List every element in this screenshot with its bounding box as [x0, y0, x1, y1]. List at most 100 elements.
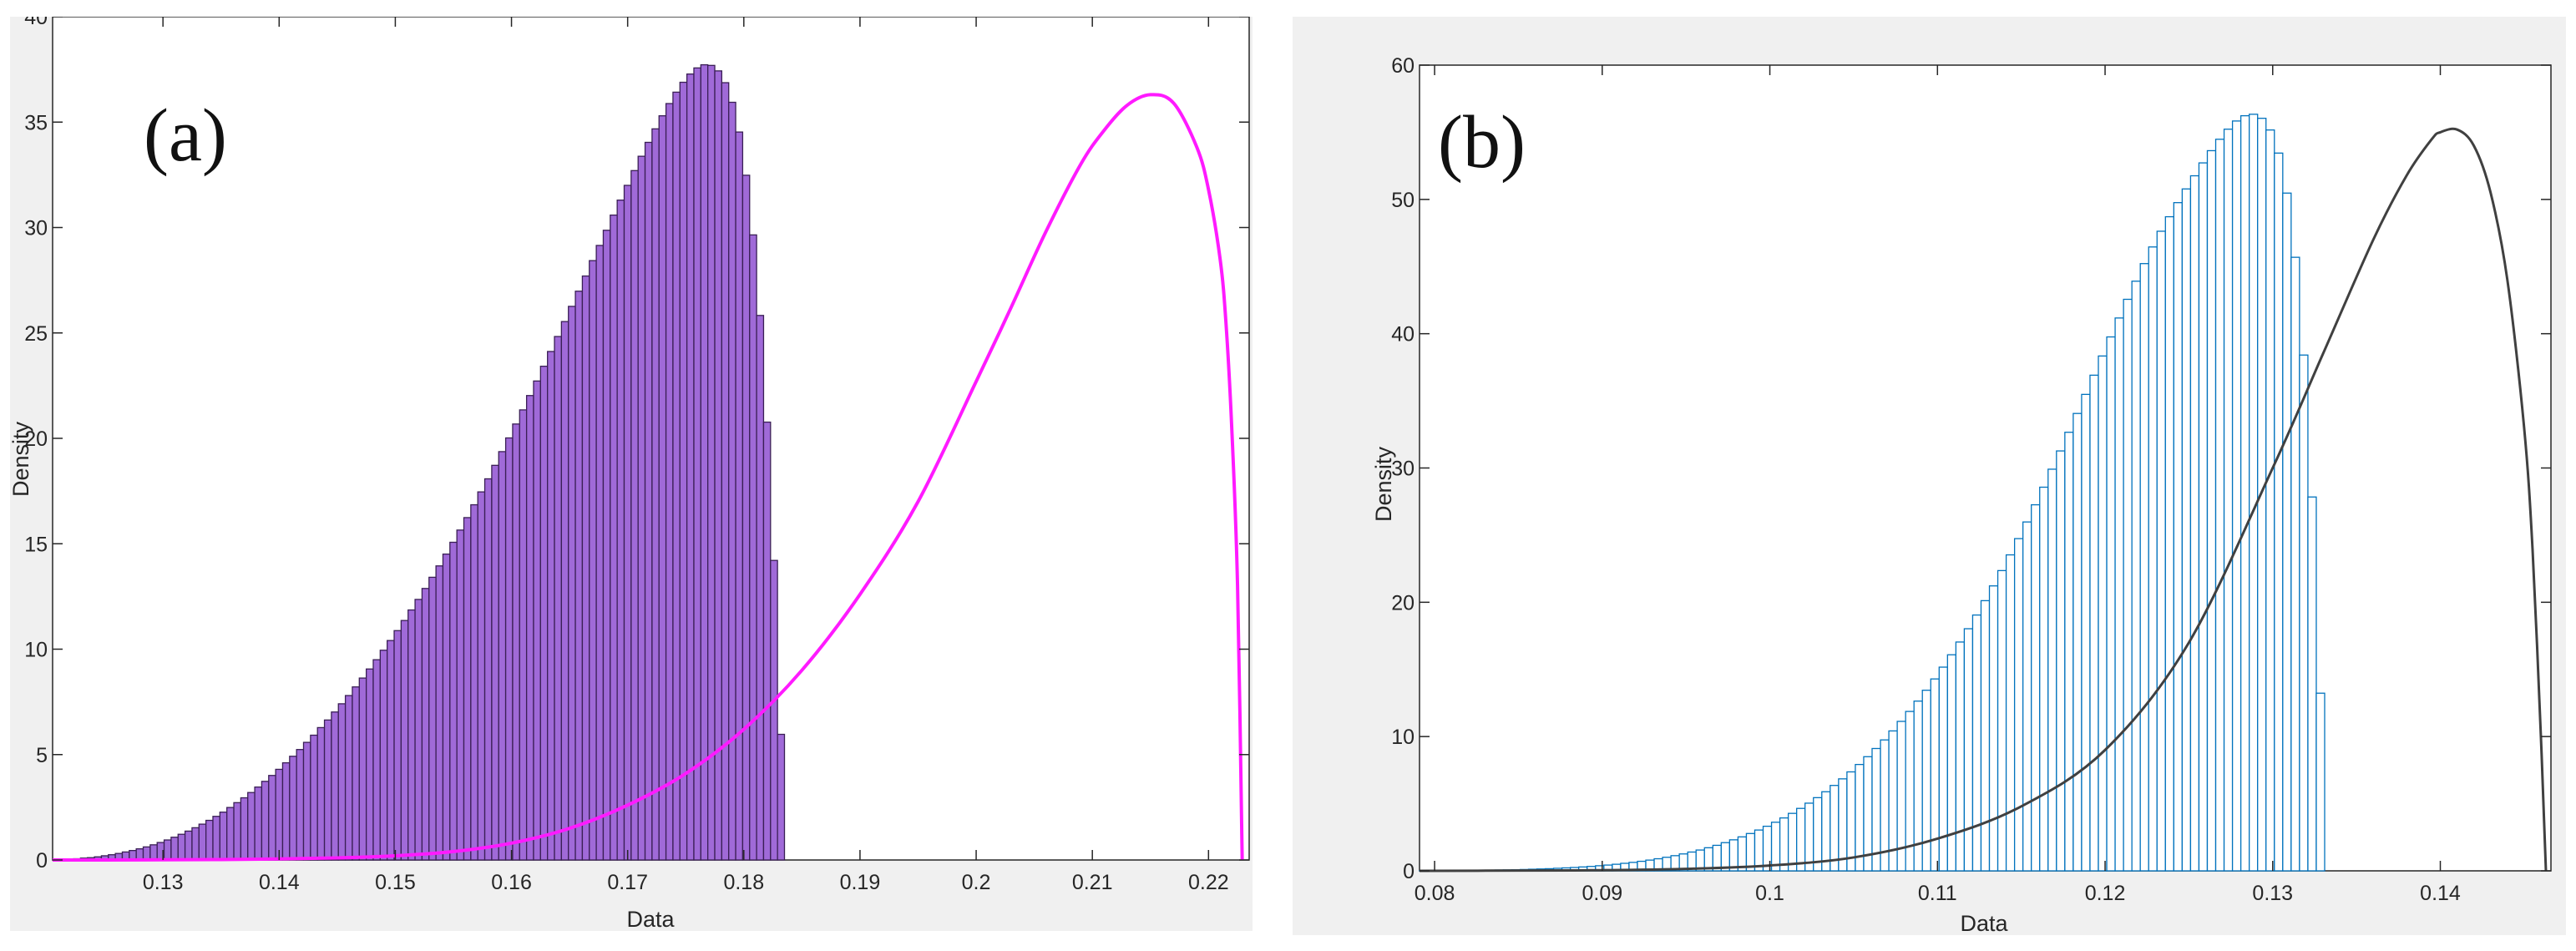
panel-label: (a) — [144, 94, 227, 177]
y-axis-label: Density — [10, 421, 33, 497]
histogram-bar — [714, 70, 723, 861]
y-tick-label: 25 — [24, 322, 48, 346]
histogram-bar — [728, 101, 736, 861]
histogram-bar — [2189, 175, 2200, 872]
y-tick-label: 10 — [1391, 726, 1415, 749]
x-tick-label: 0.17 — [607, 871, 648, 894]
histogram-bar — [1980, 599, 1991, 872]
y-ticks: 0 5 10 15 20 25 30 35 40 — [24, 17, 1249, 873]
histogram-bar — [623, 185, 632, 861]
histogram-bar — [428, 576, 437, 861]
histogram-bar — [302, 741, 311, 861]
histogram-bar — [365, 668, 374, 861]
histogram-bar — [1830, 785, 1840, 872]
x-tick-label: 0.21 — [1072, 871, 1113, 894]
histogram-bar — [393, 630, 402, 861]
x-tick-label: 0.12 — [2085, 882, 2126, 905]
histogram-bar — [149, 844, 158, 861]
histogram-bar — [477, 491, 486, 861]
histogram-bar — [435, 565, 444, 861]
histogram-bar — [170, 837, 179, 861]
y-axis-label: Density — [1371, 446, 1396, 522]
y-tick-label: 35 — [24, 111, 48, 134]
histogram-bar — [233, 802, 242, 861]
histogram-bar — [442, 553, 451, 861]
histogram-bar — [2315, 692, 2325, 872]
x-tick-label: 0.14 — [259, 871, 300, 894]
histogram-bar — [198, 823, 207, 861]
histogram-bar — [289, 756, 297, 861]
histogram-bar — [2064, 432, 2074, 872]
histogram-bar — [519, 409, 528, 861]
histogram-bar — [504, 437, 514, 861]
histogram-bar — [1770, 822, 1781, 872]
panel-a: 0.13 0.14 0.15 0.16 0.17 0.18 0.19 0.2 0.21 0.22 … — [10, 17, 1253, 931]
histogram-bar — [240, 797, 249, 861]
histogram-bar — [2005, 554, 2016, 872]
histogram-bar — [2307, 496, 2317, 872]
histogram-bar — [142, 846, 151, 861]
histogram-bar — [2056, 450, 2066, 872]
histogram-bar — [470, 503, 478, 861]
histogram-bar — [1821, 791, 1831, 872]
histogram-bar — [1971, 614, 1982, 872]
histogram-bars — [52, 63, 786, 861]
histogram-bar — [581, 275, 590, 861]
histogram-bar — [2181, 188, 2192, 872]
histogram-bar — [630, 169, 639, 861]
histogram-bar — [379, 650, 388, 861]
y-tick-label: 40 — [1391, 323, 1415, 347]
histogram-bar — [2299, 354, 2309, 872]
histogram-bar — [421, 588, 430, 861]
histogram-bar — [2131, 281, 2141, 872]
histogram-bar — [658, 115, 667, 861]
histogram-bar — [1813, 797, 1823, 872]
histogram-bar — [589, 260, 597, 861]
histogram-bar — [1930, 678, 1940, 872]
x-tick-label: 0.11 — [1918, 882, 1957, 905]
histogram-bar — [2206, 149, 2217, 872]
x-tick-label: 0.09 — [1582, 882, 1622, 905]
histogram-bar — [177, 833, 186, 861]
histogram-bar — [372, 659, 381, 861]
histogram-bar — [1997, 569, 2007, 872]
histogram-bar — [2265, 129, 2275, 872]
histogram-bar — [756, 315, 765, 861]
y-tick-label: 5 — [36, 744, 48, 767]
x-axis-label: Data — [626, 907, 675, 931]
histogram-bar — [749, 234, 757, 861]
histogram-bar — [686, 73, 695, 861]
histogram-bar — [2114, 317, 2124, 872]
y-ticks: 0 10 20 30 40 50 60 — [1391, 54, 2551, 883]
histogram-bar — [741, 175, 751, 861]
histogram-bar — [2123, 298, 2133, 872]
x-ticks: 0.13 0.14 0.15 0.16 0.17 0.18 0.19 0.2 0.21 0.22 — [143, 17, 1229, 894]
y-tick-label: 30 — [24, 217, 48, 240]
histogram-bar — [1988, 585, 1999, 872]
histogram-bar — [191, 827, 200, 861]
histogram-bar — [2013, 538, 2024, 872]
histogram-bar — [2022, 521, 2032, 872]
histogram-bar — [344, 695, 353, 861]
y-tick-label: 0 — [1403, 860, 1415, 883]
x-ticks: 0.08 0.09 0.1 0.11 0.12 0.13 0.14 — [1415, 65, 2461, 905]
chart-b: 0.08 0.09 0.1 0.11 0.12 0.13 0.14 0 10 20 30 40 50 6… — [1371, 54, 2552, 935]
histogram-bar — [707, 64, 716, 861]
histogram-bar — [2031, 503, 2041, 872]
histogram-bar — [672, 91, 681, 861]
y-tick-label: 0 — [36, 849, 48, 873]
histogram-bar — [644, 141, 653, 861]
y-tick-label: 60 — [1391, 54, 1415, 78]
histogram-bar — [400, 620, 409, 861]
histogram-bar — [1955, 641, 1966, 872]
histogram-bar — [1787, 812, 1798, 872]
histogram-bar — [296, 749, 305, 861]
x-axis-label: Data — [1960, 911, 2008, 935]
y-tick-label: 15 — [24, 533, 48, 556]
histogram-bar — [261, 781, 270, 861]
histogram-bar — [574, 291, 584, 861]
histogram-bar — [1846, 771, 1856, 872]
histogram-bar — [2274, 152, 2284, 872]
histogram-bar — [414, 599, 423, 861]
x-tick-label: 0.13 — [2252, 882, 2293, 905]
